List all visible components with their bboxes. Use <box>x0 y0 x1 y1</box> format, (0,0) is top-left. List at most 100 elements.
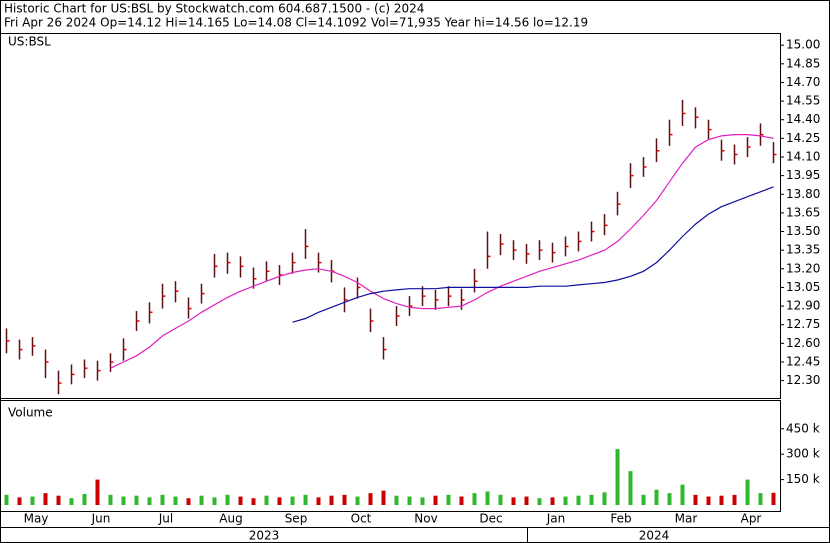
volume-bar <box>641 494 646 505</box>
volume-bar <box>108 494 113 505</box>
volume-bar <box>693 494 698 505</box>
y-tick-label: 13.35 <box>786 243 820 257</box>
volume-bar <box>316 497 321 505</box>
volume-bar <box>628 471 633 505</box>
y-tick-label: 150 k <box>786 472 820 486</box>
y-tick-label: 12.60 <box>786 336 820 350</box>
volume-bar <box>368 493 373 505</box>
y-tick-label: 13.50 <box>786 224 820 238</box>
volume-bar <box>576 495 581 505</box>
volume-bar <box>602 492 607 505</box>
volume-bar <box>745 479 750 505</box>
y-tick-label: 450 k <box>786 421 820 435</box>
volume-bar <box>615 449 620 505</box>
volume-bar <box>95 479 100 505</box>
volume-bar <box>264 495 269 505</box>
chart-title: Historic Chart for US:BSL by Stockwatch.… <box>4 2 424 16</box>
volume-bar <box>342 494 347 505</box>
x-tick-label: Jun <box>91 512 111 526</box>
y-tick-label: 14.10 <box>786 149 820 163</box>
y-tick-label: 12.30 <box>786 373 820 387</box>
volume-bar <box>17 497 22 505</box>
x-tick-label: Feb <box>610 512 631 526</box>
volume-bar <box>537 498 542 505</box>
volume-bar <box>290 496 295 505</box>
volume-bar <box>667 493 672 505</box>
volume-bar <box>706 496 711 505</box>
volume-bar <box>732 494 737 505</box>
volume-bar <box>407 496 412 505</box>
x-tick-label: Nov <box>414 512 437 526</box>
volume-bar <box>147 497 152 505</box>
volume-bar <box>134 495 139 505</box>
volume-bar <box>251 498 256 505</box>
y-tick-label: 14.70 <box>786 75 820 89</box>
volume-bar <box>433 495 438 505</box>
volume-bar <box>212 497 217 505</box>
y-tick-label: 13.05 <box>786 280 820 294</box>
year-label: 2023 <box>249 529 280 543</box>
x-tick-label: Mar <box>675 512 698 526</box>
x-tick-label: Jan <box>546 512 566 526</box>
volume-bar <box>238 496 243 505</box>
moving-average <box>110 134 774 369</box>
volume-bar <box>563 496 568 505</box>
volume-bar <box>420 497 425 505</box>
volume-bar <box>160 494 165 505</box>
volume-bar <box>524 496 529 505</box>
volume-bar <box>82 493 87 505</box>
y-tick-label: 12.75 <box>786 317 820 331</box>
x-tick-label: Sep <box>285 512 308 526</box>
x-tick-label: Apr <box>741 512 762 526</box>
volume-bar <box>446 494 451 505</box>
volume-bar <box>199 495 204 505</box>
x-tick-label: Oct <box>351 512 372 526</box>
y-tick-label: 12.45 <box>786 354 820 368</box>
x-tick-label: Aug <box>219 512 242 526</box>
volume-bar <box>225 494 230 505</box>
volume-bar <box>303 494 308 505</box>
volume-bar <box>498 494 503 505</box>
volume-bar <box>30 496 35 505</box>
y-tick-label: 14.85 <box>786 56 820 70</box>
volume-bar <box>43 493 48 505</box>
volume-bar <box>680 484 685 505</box>
volume-bar <box>355 496 360 505</box>
volume-bar <box>69 498 74 505</box>
y-tick-label: 13.20 <box>786 261 820 275</box>
y-tick-label: 14.55 <box>786 94 820 108</box>
volume-bar <box>277 497 282 505</box>
volume-bar <box>550 497 555 505</box>
volume-bar <box>4 494 9 505</box>
volume-bar <box>485 491 490 505</box>
y-tick-label: 13.65 <box>786 205 820 219</box>
y-tick-label: 15.00 <box>786 38 820 52</box>
volume-bar <box>459 496 464 505</box>
volume-bar <box>719 495 724 505</box>
moving-average <box>292 186 774 323</box>
x-tick-label: Jul <box>158 512 173 526</box>
volume-bar <box>173 496 178 505</box>
price-panel <box>0 33 781 399</box>
year-label: 2024 <box>639 529 670 543</box>
volume-label: Volume <box>8 406 53 420</box>
volume-bar <box>394 495 399 505</box>
volume-bar <box>56 495 61 505</box>
y-tick-label: 14.40 <box>786 112 820 126</box>
volume-panel <box>0 400 781 512</box>
volume-bar <box>511 497 516 505</box>
volume-bar <box>121 496 126 505</box>
volume-bar <box>472 493 477 505</box>
volume-bar <box>329 495 334 505</box>
x-tick-label: May <box>24 512 49 526</box>
volume-bar <box>758 493 763 505</box>
volume-bar <box>186 498 191 505</box>
volume-bar <box>771 492 776 505</box>
y-tick-label: 14.25 <box>786 131 820 145</box>
volume-bar <box>654 489 659 505</box>
y-tick-label: 300 k <box>786 447 820 461</box>
y-tick-label: 12.90 <box>786 299 820 313</box>
volume-bar <box>589 494 594 505</box>
